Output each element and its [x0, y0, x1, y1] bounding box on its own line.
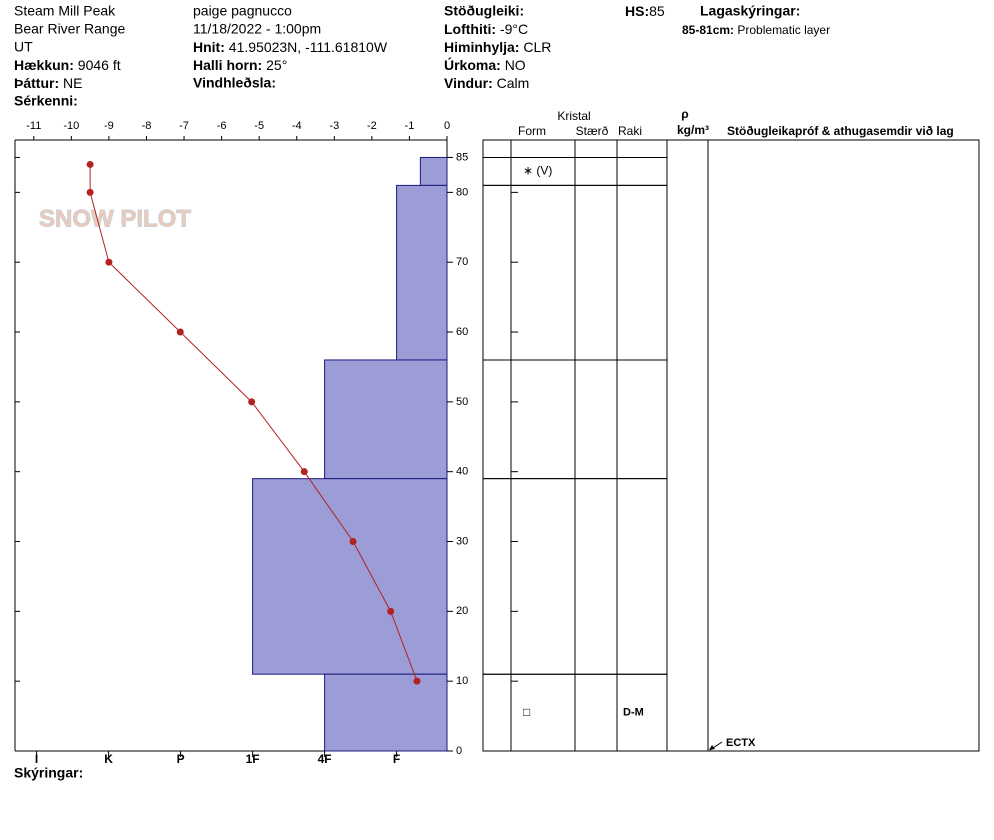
layer-notes-label: Lagaskýringar:: [700, 3, 800, 19]
x2-tick-label: F: [393, 752, 400, 766]
label: HS:: [625, 3, 649, 19]
hs: HS:85: [625, 3, 665, 19]
comments-header: Stöðugleikapróf & athugasemdir við lag: [727, 124, 954, 138]
y-tick-label: 20: [456, 605, 468, 617]
slope: Halli horn: 25°: [193, 57, 287, 73]
value: -9°C: [500, 21, 528, 37]
label: Vindur:: [444, 75, 493, 91]
x-tick-label: -3: [329, 120, 339, 132]
moisture: D-M: [623, 707, 644, 719]
x-tick-label: -2: [367, 120, 377, 132]
hardness-bar: [324, 359, 448, 480]
observer: paige pagnucco: [193, 3, 292, 19]
x-tick-label: -7: [179, 120, 189, 132]
x2-tick-label: P: [177, 752, 185, 766]
y-tick-label: 85: [456, 151, 468, 163]
notes-label: Skýringar:: [14, 765, 83, 781]
grain-form: □: [523, 705, 530, 719]
x2-tick-label: 1F: [246, 752, 260, 766]
y-tick-label: 0: [456, 745, 462, 757]
y-tick-label: 50: [456, 396, 468, 408]
x2-tick-label: 4F: [318, 752, 332, 766]
value: CLR: [523, 39, 551, 55]
y-tick-label: 80: [456, 186, 468, 198]
value: 9046 ft: [78, 57, 121, 73]
wind: Vindur: Calm: [444, 75, 529, 91]
value: NE: [63, 75, 82, 91]
column-header: Form: [518, 124, 546, 138]
text: Problematic layer: [737, 23, 830, 37]
x-tick-label: -6: [217, 120, 227, 132]
precip: Úrkoma: NO: [444, 56, 526, 73]
y-tick-label: 10: [456, 675, 468, 687]
x-tick-label: -5: [254, 120, 264, 132]
temperature-point: [176, 328, 184, 336]
y-tick-label: 40: [456, 466, 468, 478]
x-tick-label: -10: [63, 120, 79, 132]
density-unit: kg/m³: [677, 123, 709, 137]
label: Lofthiti:: [444, 21, 496, 37]
group-header: Kristal: [557, 109, 590, 123]
hardness-bar: [396, 184, 448, 361]
label: Halli horn:: [193, 57, 262, 73]
table-frame: [482, 139, 980, 752]
elevation: Hækkun: 9046 ft: [14, 57, 121, 73]
value: 41.95023N, -111.61810W: [229, 39, 388, 55]
x-tick-label: -9: [104, 120, 114, 132]
y-tick-label: 30: [456, 535, 468, 547]
label: Þáttur:: [14, 75, 59, 91]
label: Úrkoma:: [444, 56, 501, 73]
temperature-point: [248, 398, 256, 406]
label: Himinhylja:: [444, 39, 519, 55]
temperature-point: [349, 538, 357, 546]
value: Calm: [497, 75, 530, 91]
temperature-point: [387, 607, 395, 615]
x-tick-label: -1: [405, 120, 415, 132]
layer-note: 85-81cm: Problematic layer: [682, 23, 830, 37]
label: Hækkun:: [14, 57, 74, 73]
hardness-bar: [324, 673, 448, 752]
density-symbol: ρ: [681, 107, 688, 121]
temperature-point: [86, 160, 94, 168]
aspect: Þáttur: NE: [14, 75, 82, 91]
air-temp: Lofthiti: -9°C: [444, 21, 528, 37]
sky: Himinhylja: CLR: [444, 39, 551, 55]
x-tick-label: -8: [142, 120, 152, 132]
y-tick-label: 60: [456, 326, 468, 338]
temperature-point: [413, 677, 421, 685]
column-header: Raki: [618, 124, 642, 138]
label: Hnit:: [193, 39, 225, 55]
value: 85: [649, 3, 665, 19]
range: Bear River Range: [14, 21, 125, 37]
value: NO: [505, 57, 526, 73]
test-arrowhead: [709, 745, 715, 750]
range: 85-81cm:: [682, 23, 734, 37]
coordinates: Hnit: 41.95023N, -111.61810W: [193, 39, 388, 55]
x2-tick-label: K: [104, 752, 113, 766]
stability-label: Stöðugleiki:: [444, 3, 524, 19]
state: UT: [14, 39, 33, 55]
temperature-point: [300, 468, 308, 476]
x-tick-label: -11: [26, 120, 41, 132]
temperature-point: [86, 188, 94, 196]
y-tick-label: 70: [456, 256, 468, 268]
features-label: Sérkenni:: [14, 93, 78, 109]
column-header: Stærð: [576, 124, 609, 138]
datetime: 11/18/2022 - 1:00pm: [193, 21, 321, 37]
wind-loading-label: Vindhleðsla:: [193, 75, 276, 91]
hardness-bar: [252, 478, 448, 675]
test-label: ECTX: [726, 737, 756, 749]
x-tick-label: 0: [444, 120, 450, 132]
hardness-bar: [419, 156, 448, 186]
x2-tick-label: I: [35, 752, 38, 766]
value: 25°: [266, 57, 287, 73]
temperature-point: [105, 258, 113, 266]
grain-form: ∗ (V): [523, 164, 552, 178]
x-tick-label: -4: [292, 120, 302, 132]
site: Steam Mill Peak: [14, 3, 116, 19]
watermark: SNOW PILOT: [39, 205, 191, 232]
